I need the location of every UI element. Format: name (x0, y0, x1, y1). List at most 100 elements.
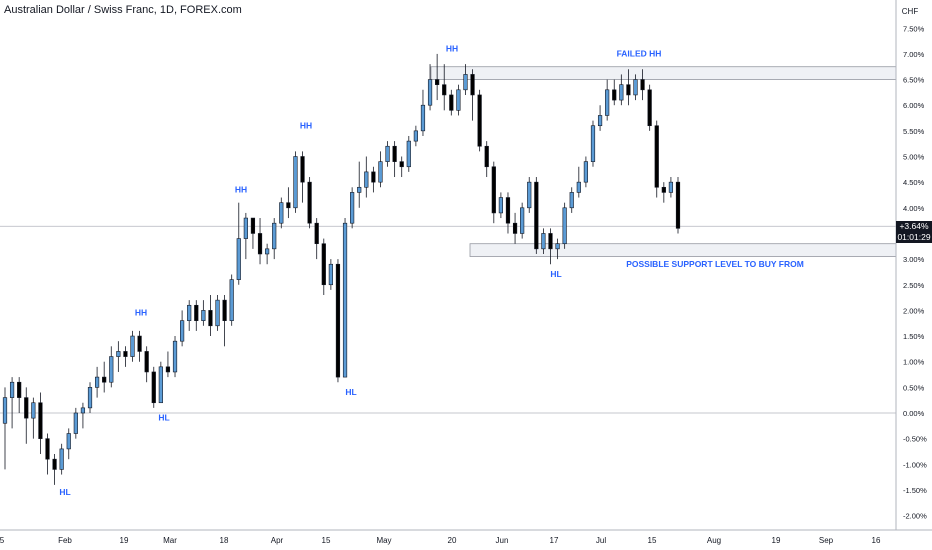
candle[interactable] (647, 84, 652, 131)
candle[interactable] (562, 202, 567, 249)
candle[interactable] (413, 125, 418, 147)
candle[interactable] (640, 69, 645, 101)
candle[interactable] (633, 74, 638, 101)
candle[interactable] (2, 387, 8, 470)
candle[interactable] (208, 295, 213, 337)
candle[interactable] (151, 366, 156, 408)
candle[interactable] (520, 202, 525, 239)
candle[interactable] (484, 141, 489, 178)
candle[interactable] (435, 53, 440, 101)
candle[interactable] (392, 141, 397, 178)
candle[interactable] (222, 295, 227, 347)
candle[interactable] (17, 377, 22, 413)
candle[interactable] (187, 300, 192, 331)
candle[interactable] (38, 392, 43, 455)
candle[interactable] (87, 382, 93, 413)
candle[interactable] (59, 443, 64, 475)
candle[interactable] (576, 166, 581, 198)
candle[interactable] (449, 89, 454, 116)
candle[interactable] (534, 177, 539, 254)
candle[interactable] (569, 187, 574, 213)
candle[interactable] (257, 218, 263, 265)
candle[interactable] (619, 74, 624, 106)
candle[interactable] (250, 217, 256, 249)
candle[interactable] (180, 310, 185, 347)
candle[interactable] (144, 346, 149, 383)
candle[interactable] (321, 238, 326, 296)
candle[interactable] (272, 218, 277, 260)
candle[interactable] (279, 197, 284, 229)
candle[interactable] (307, 177, 312, 229)
candle[interactable] (605, 79, 610, 121)
candle[interactable] (399, 156, 404, 178)
candle[interactable] (498, 192, 503, 219)
candle[interactable] (505, 192, 511, 234)
candle[interactable] (527, 177, 532, 213)
candle[interactable] (265, 243, 270, 265)
candle[interactable] (463, 64, 468, 95)
candle[interactable] (201, 300, 206, 326)
candle[interactable] (456, 84, 461, 116)
candle[interactable] (541, 228, 546, 254)
candle[interactable] (590, 120, 596, 167)
candle[interactable] (73, 407, 78, 439)
candle[interactable] (364, 156, 369, 198)
candle[interactable] (583, 156, 589, 188)
candle[interactable] (654, 120, 659, 198)
candle[interactable] (137, 330, 142, 362)
candle[interactable] (52, 454, 57, 485)
candle[interactable] (158, 361, 163, 404)
candle[interactable] (350, 187, 355, 229)
candle[interactable] (491, 161, 496, 224)
candle[interactable] (597, 105, 603, 131)
candle[interactable] (477, 89, 482, 152)
candle[interactable] (109, 346, 114, 388)
candle[interactable] (378, 151, 383, 188)
candle[interactable] (215, 295, 220, 331)
candle[interactable] (612, 79, 617, 106)
candle[interactable] (243, 212, 248, 260)
candle[interactable] (165, 351, 171, 378)
candle[interactable] (293, 151, 298, 213)
candle[interactable] (80, 402, 86, 429)
candle[interactable] (675, 177, 681, 234)
candle[interactable] (300, 151, 305, 203)
candle[interactable] (406, 135, 411, 172)
candle[interactable] (66, 428, 71, 460)
candle[interactable] (555, 238, 560, 260)
candle[interactable] (385, 141, 390, 167)
candle[interactable] (194, 300, 199, 331)
candle[interactable] (661, 182, 666, 203)
candle[interactable] (172, 336, 178, 378)
candle[interactable] (342, 218, 348, 378)
candle[interactable] (512, 212, 518, 244)
candle[interactable] (371, 166, 376, 193)
x-tick-label: Jul (596, 536, 606, 545)
candle[interactable] (314, 218, 319, 260)
candle[interactable] (31, 397, 36, 439)
candle[interactable] (123, 346, 128, 367)
candle[interactable] (229, 274, 234, 326)
candle[interactable] (335, 259, 341, 383)
candle[interactable] (470, 69, 475, 121)
candle[interactable] (102, 361, 107, 393)
candle[interactable] (94, 366, 100, 398)
candle[interactable] (548, 228, 553, 265)
candle[interactable] (45, 433, 50, 475)
candle[interactable] (9, 377, 15, 429)
candle[interactable] (626, 69, 631, 106)
candle[interactable] (328, 259, 333, 290)
candle-body (364, 171, 369, 188)
candle[interactable] (427, 64, 433, 111)
candles[interactable] (2, 53, 681, 485)
candle[interactable] (130, 330, 135, 362)
candle[interactable] (442, 64, 447, 111)
candle[interactable] (357, 161, 362, 208)
candle[interactable] (286, 187, 291, 219)
candle[interactable] (116, 341, 121, 372)
candle[interactable] (236, 202, 241, 285)
candle[interactable] (668, 177, 674, 198)
candle[interactable] (420, 89, 426, 136)
candle[interactable] (24, 387, 29, 444)
